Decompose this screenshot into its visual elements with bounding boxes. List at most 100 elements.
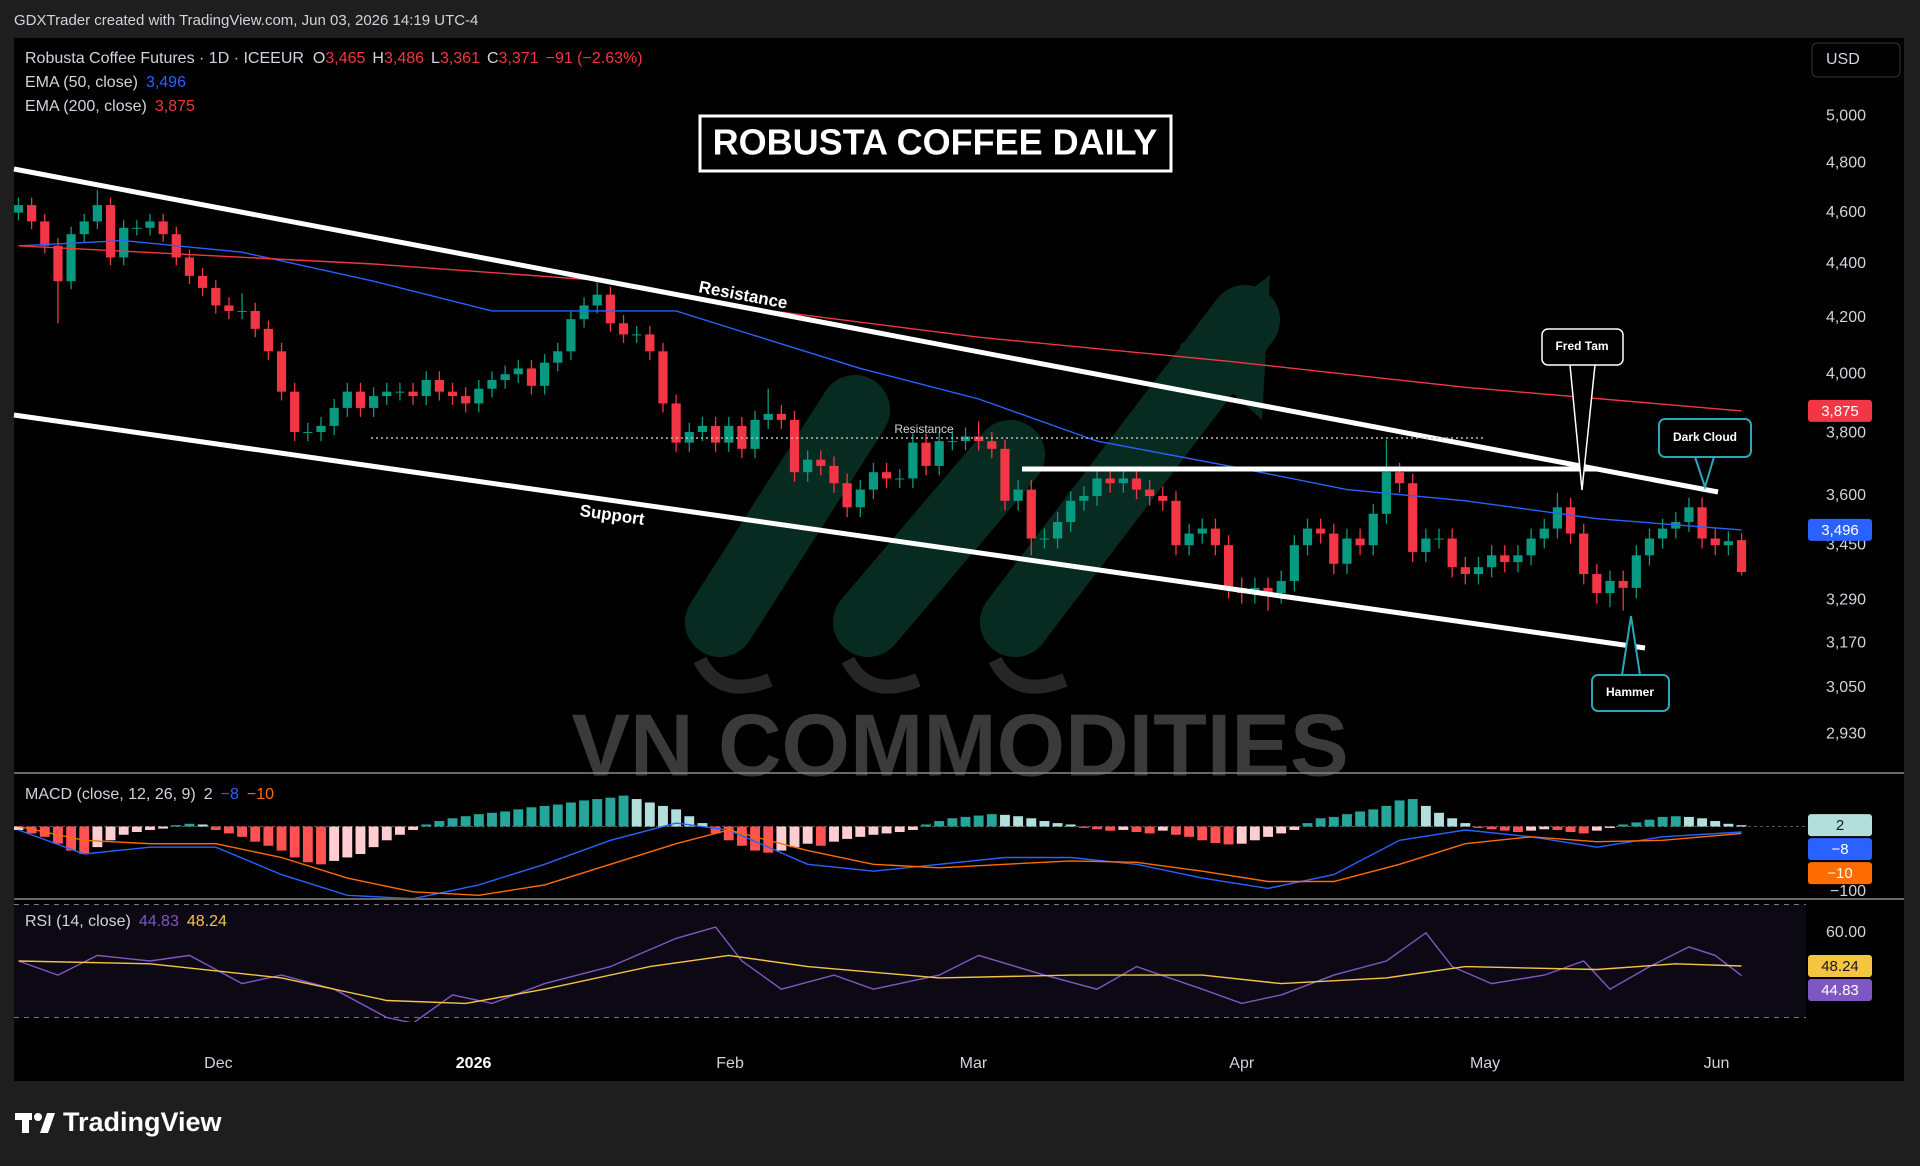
candle-body xyxy=(539,362,550,386)
histogram-bar xyxy=(1618,824,1629,827)
histogram-bar xyxy=(1434,812,1444,827)
candle-body xyxy=(789,419,800,473)
candle-body xyxy=(513,368,523,375)
quote-key: C xyxy=(487,50,499,67)
candle-body xyxy=(1000,448,1010,501)
histogram-bar xyxy=(1263,826,1273,837)
candle-body xyxy=(395,391,405,393)
candle-body xyxy=(290,391,300,432)
quote-key: O xyxy=(313,50,325,67)
quote-key: L xyxy=(431,50,440,67)
legend-name: RSI (14, close) xyxy=(25,913,131,930)
histogram-bar xyxy=(1289,826,1300,830)
histogram-bar xyxy=(1539,826,1550,830)
legend-line: EMA (200, close) 3,875 xyxy=(25,98,195,115)
candle-body xyxy=(1302,528,1313,546)
histogram-bar xyxy=(1710,821,1721,827)
histogram-bar xyxy=(921,824,931,827)
candle-body xyxy=(1039,538,1050,540)
candle-body xyxy=(803,459,813,473)
histogram-bar xyxy=(329,826,340,861)
histogram-bar xyxy=(776,826,787,851)
histogram-bar xyxy=(697,823,708,827)
candle-body xyxy=(316,425,326,432)
histogram-bar xyxy=(1328,816,1339,827)
histogram-bar xyxy=(1144,826,1155,834)
y-tick-label: 4,800 xyxy=(1826,155,1866,172)
quote-value: 3,486 xyxy=(384,50,424,67)
histogram-bar xyxy=(1171,826,1181,835)
candle-body xyxy=(263,328,273,352)
support-line xyxy=(13,412,1646,651)
candle-body xyxy=(27,205,37,222)
histogram-bar xyxy=(171,825,182,827)
candle-body xyxy=(710,425,721,443)
candle-body xyxy=(53,245,63,282)
candle-body xyxy=(1184,533,1194,546)
legend-line: Robusta Coffee Futures · 1D · ICEEUR O3,4… xyxy=(25,50,643,67)
currency-button[interactable] xyxy=(1811,42,1901,78)
histogram-bar xyxy=(1499,826,1510,831)
candle-body xyxy=(645,334,655,352)
candle-body xyxy=(763,413,773,420)
candle-body xyxy=(1500,555,1510,563)
quote-value: 3,371 xyxy=(499,50,539,67)
candle-body xyxy=(369,396,379,408)
candle-body xyxy=(198,275,208,288)
quote-value: 3,361 xyxy=(440,50,480,67)
candle-body xyxy=(447,391,458,397)
candle-body xyxy=(1658,528,1668,539)
price-badge xyxy=(1808,399,1872,422)
currency-label[interactable]: USD xyxy=(1826,51,1860,68)
y-tick-label: 60.00 xyxy=(1826,924,1866,941)
histogram-bar xyxy=(631,799,642,827)
histogram-bar xyxy=(210,826,221,830)
y-tick-label: 5,000 xyxy=(1826,107,1866,124)
callout-box xyxy=(1658,418,1752,458)
y-tick-label: −100 xyxy=(1830,883,1866,900)
histogram-bar xyxy=(197,824,208,827)
histogram-bar xyxy=(868,826,879,835)
histogram-bar xyxy=(1026,818,1037,827)
histogram-bar xyxy=(1670,816,1681,827)
histogram-bar xyxy=(1486,826,1497,830)
legend-name: EMA (200, close) xyxy=(25,98,147,115)
candle-body xyxy=(421,379,431,397)
legend-line: RSI (14, close) 44.83 48.24 xyxy=(25,913,227,930)
histogram-bar xyxy=(1355,811,1366,827)
price-badge-label: −10 xyxy=(1827,865,1852,882)
candle-body xyxy=(1579,533,1589,575)
rsi-band xyxy=(14,904,1806,1018)
candle-body xyxy=(855,489,865,508)
candle-body xyxy=(158,221,168,235)
candle-body xyxy=(1329,533,1339,564)
histogram-bar xyxy=(1526,826,1537,831)
legend-line: MACD (close, 12, 26, 9) 2 −8 −10 xyxy=(25,786,274,803)
histogram-bar xyxy=(408,826,419,830)
candle-body xyxy=(355,391,366,408)
candle-body xyxy=(211,287,221,306)
candle-body xyxy=(1276,580,1286,594)
y-tick-label: 3,800 xyxy=(1826,425,1866,442)
legend-name: EMA (50, close) xyxy=(25,74,138,91)
histogram-bar xyxy=(750,826,760,851)
candle-body xyxy=(1355,538,1365,546)
histogram-bar xyxy=(355,826,366,855)
histogram-bar xyxy=(565,802,576,827)
histogram-bar xyxy=(131,826,142,833)
callout-pointer xyxy=(1569,364,1596,491)
legend-value: 3,496 xyxy=(146,74,186,91)
legend-value: −10 xyxy=(247,786,274,803)
candle-body xyxy=(526,368,537,386)
candle-body xyxy=(1145,489,1155,497)
candle-body xyxy=(1105,478,1115,484)
candle-body xyxy=(1618,580,1628,588)
y-tick-label: 4,000 xyxy=(1826,365,1866,382)
histogram-bar xyxy=(1644,819,1655,827)
price-badge-label: 48.24 xyxy=(1821,958,1859,975)
candle-body xyxy=(1131,478,1142,490)
candle-body xyxy=(1394,472,1405,484)
rsi-pane xyxy=(14,904,1806,1022)
candle-body xyxy=(145,221,155,228)
candle-body xyxy=(1526,538,1536,556)
